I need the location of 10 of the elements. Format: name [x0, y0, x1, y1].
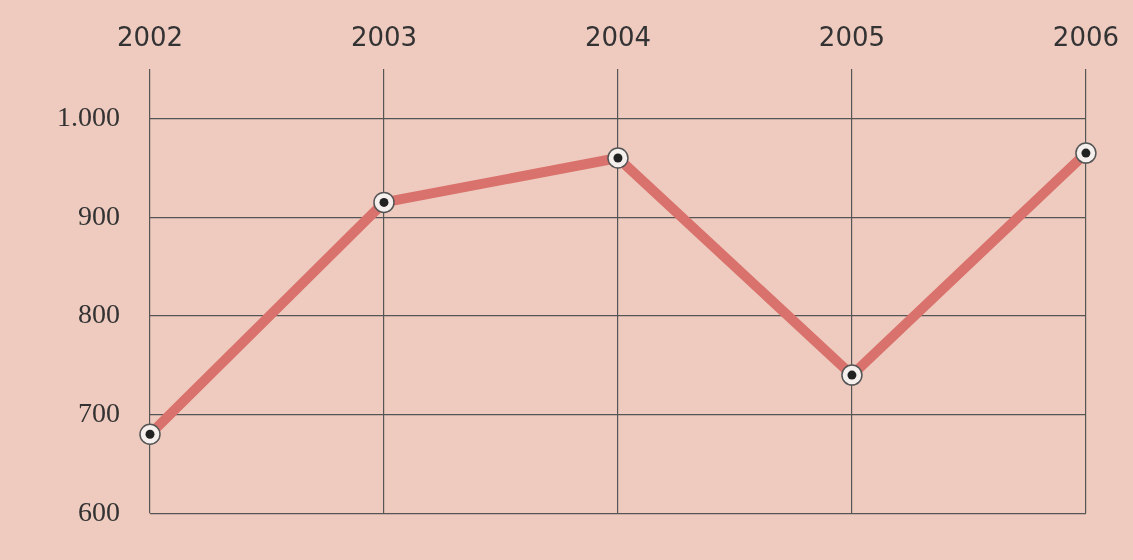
x-tick-label: 2004 [584, 22, 652, 53]
y-tick-label: 800 [78, 298, 120, 330]
y-tick-label: 700 [78, 396, 120, 428]
x-tick-label: 2006 [1052, 22, 1119, 53]
y-tick-label: 600 [78, 495, 120, 527]
x-tick-label: 2003 [350, 22, 418, 53]
x-tick-label: 2002 [116, 22, 184, 53]
y-tick-label: 900 [78, 199, 120, 231]
x-tick-label: 2005 [818, 22, 886, 53]
y-tick-label: 1.000 [57, 100, 120, 132]
